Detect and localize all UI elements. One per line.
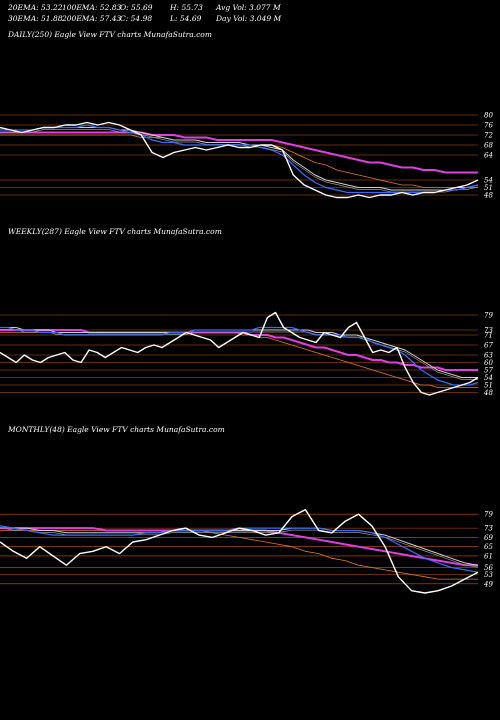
weekly-tick-label-6: 57 [484, 367, 493, 375]
daily-tick-label-3: 68 [484, 142, 493, 150]
weekly-tick-label-8: 51 [484, 382, 493, 390]
avg-volume-readout: Avg Vol: 3.077 M [216, 3, 281, 12]
weekly-tick-label-3: 67 [484, 342, 493, 350]
monthly-tick-label-3: 65 [484, 543, 493, 551]
daily-price-line [0, 121, 479, 199]
weekly-tick-label-2: 71 [484, 332, 493, 340]
daily-ema-long-line [0, 131, 478, 174]
daily-chart-title: DAILY(250) Eagle View FTV charts MunafaS… [8, 30, 212, 39]
daily-tick-label-0: 80 [484, 112, 493, 120]
close-readout: C: 54.98 [120, 14, 153, 23]
ema30-readout: 30EMA: 51.88 [8, 14, 63, 23]
day-volume-readout: Day Vol: 3.049 M [216, 14, 282, 23]
monthly-tick-label-7: 49 [483, 580, 493, 588]
monthly-tick-label-1: 73 [484, 525, 493, 533]
monthly-tick-label-5: 56 [484, 564, 493, 572]
weekly-tick-label-4: 63 [484, 352, 493, 360]
daily-ema-mid-line [0, 127, 479, 191]
ema200-readout: 200EMA: 57.43 [62, 14, 122, 23]
weekly-tick-label-7: 54 [484, 374, 493, 382]
daily-tick-label-5: 54 [484, 177, 493, 185]
daily-ema-mid-shadow-line [0, 129, 479, 193]
weekly-tick-label-9: 48 [483, 389, 493, 397]
weekly-tick-label-5: 60 [484, 359, 493, 367]
monthly-tick-label-2: 69 [484, 534, 493, 542]
monthly-tick-label-0: 79 [484, 511, 493, 519]
monthly-tick-label-4: 61 [484, 552, 493, 560]
ema20-readout: 20EMA: 53.22 [8, 3, 63, 12]
weekly-ema-short-line [0, 326, 479, 386]
daily-tick-label-6: 51 [484, 184, 493, 192]
daily-tick-label-4: 64 [484, 152, 493, 160]
monthly-ema-mid-line [0, 525, 479, 566]
weekly-chart-title: WEEKLY(287) Eagle View FTV charts Munafa… [8, 227, 222, 236]
weekly-price-line [0, 311, 479, 396]
weekly-tick-label-1: 73 [484, 327, 493, 335]
low-readout: L: 54.69 [170, 14, 202, 23]
daily-ema-short-line [0, 124, 479, 194]
weekly-ema-long-line [0, 329, 478, 371]
weekly-ema-orange-line [0, 332, 478, 388]
high-readout: H: 55.73 [170, 3, 203, 12]
daily-tick-label-2: 72 [484, 132, 493, 140]
ema100-readout: 100EMA: 52.83 [62, 3, 122, 12]
daily-tick-label-7: 48 [483, 192, 493, 200]
daily-tick-label-1: 76 [484, 122, 493, 130]
open-readout: O: 55.69 [120, 3, 153, 12]
weekly-tick-label-0: 79 [484, 312, 493, 320]
monthly-ema-orange-line [0, 530, 478, 580]
monthly-price-line [0, 508, 479, 594]
monthly-tick-label-6: 53 [484, 571, 493, 579]
weekly-ema-mid-shadow-line [0, 329, 478, 380]
monthly-chart-title: MONTHLY(48) Eagle View FTV charts Munafa… [8, 425, 225, 434]
